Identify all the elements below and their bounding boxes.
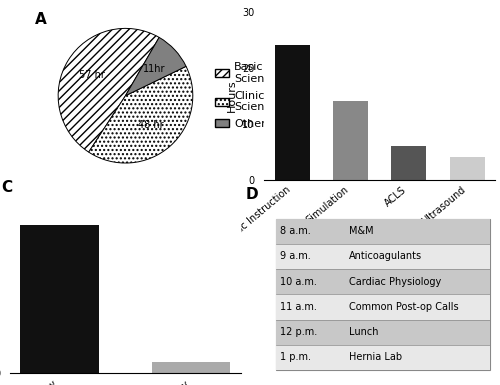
Text: D: D [246,187,258,202]
Y-axis label: Hours: Hours [226,79,236,112]
Text: Hernia Lab: Hernia Lab [349,352,402,362]
Text: Cardiac Physiology: Cardiac Physiology [349,277,441,287]
Bar [152,362,230,373]
Text: C: C [1,180,12,195]
Bar [276,320,490,345]
Bar [276,295,490,320]
Bar [276,345,490,370]
Text: Lunch: Lunch [349,327,378,337]
Text: 48 hr: 48 hr [138,120,164,130]
Text: 11hr: 11hr [143,64,166,74]
Bar [20,225,99,373]
Text: 11 a.m.: 11 a.m. [280,302,317,312]
Bar [276,269,490,295]
Wedge shape [88,66,193,163]
Text: M&M: M&M [349,226,374,236]
Text: B: B [263,0,274,3]
Bar [333,101,368,180]
Bar [276,244,490,269]
Bar [274,45,310,180]
Wedge shape [58,28,159,152]
Text: 1 p.m.: 1 p.m. [280,352,311,362]
Text: 10 a.m.: 10 a.m. [280,277,317,287]
Bar [391,146,426,180]
Text: Anticoagulants: Anticoagulants [349,251,422,261]
Bar [276,219,490,244]
Bar [450,157,484,180]
Text: 8 a.m.: 8 a.m. [280,226,311,236]
Text: 9 a.m.: 9 a.m. [280,251,311,261]
Text: 12 p.m.: 12 p.m. [280,327,318,337]
Legend: Basic
Science, Clinical
Science, Other: Basic Science, Clinical Science, Other [215,62,278,129]
Text: Common Post-op Calls: Common Post-op Calls [349,302,459,312]
Wedge shape [126,37,186,96]
Text: A: A [34,12,46,27]
Text: 57 hr: 57 hr [80,70,105,80]
